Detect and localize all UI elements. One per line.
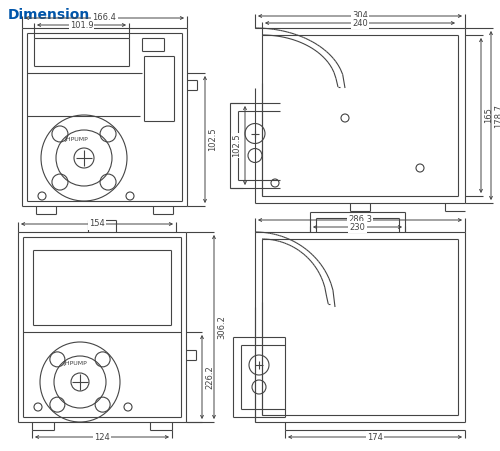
Text: 226.2: 226.2 xyxy=(206,365,214,389)
Text: JHPUMP: JHPUMP xyxy=(64,138,88,143)
Text: 230: 230 xyxy=(350,222,366,231)
Text: JHPUMP: JHPUMP xyxy=(63,362,87,367)
Text: 178.7: 178.7 xyxy=(494,103,500,128)
Text: 240: 240 xyxy=(352,18,368,28)
Text: 154: 154 xyxy=(89,220,105,229)
Text: 166.4: 166.4 xyxy=(92,14,116,23)
Text: Dimension: Dimension xyxy=(8,8,90,22)
Text: 165: 165 xyxy=(484,107,494,124)
Text: 286.3: 286.3 xyxy=(348,216,372,225)
Text: 102.5: 102.5 xyxy=(232,133,241,157)
Text: 102.5: 102.5 xyxy=(208,128,218,152)
Text: 304: 304 xyxy=(352,11,368,20)
Text: 101.9: 101.9 xyxy=(70,20,94,29)
Text: 306.2: 306.2 xyxy=(218,315,226,339)
Text: 174: 174 xyxy=(367,433,383,442)
Text: 124: 124 xyxy=(94,433,110,442)
